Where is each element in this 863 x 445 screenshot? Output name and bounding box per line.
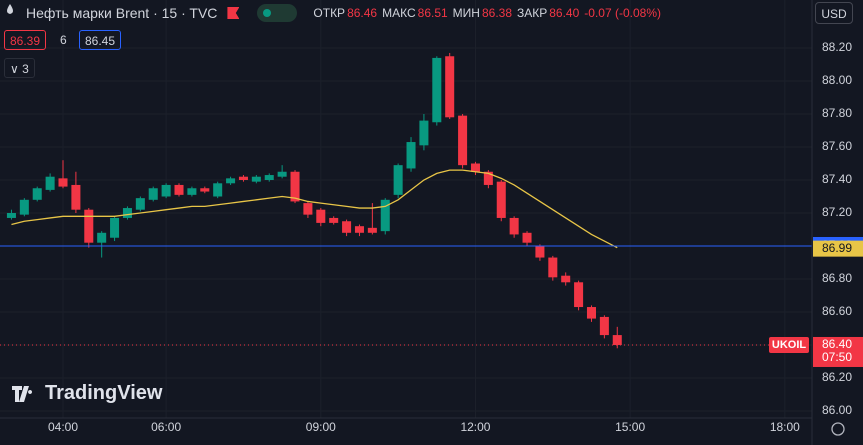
ohlc-value: 86.46	[347, 6, 378, 20]
candle-body	[496, 181, 506, 218]
candle-body	[316, 209, 326, 223]
candle-body	[509, 217, 519, 235]
indicators-toggle[interactable]: ∨ 3	[4, 58, 35, 78]
moving-average	[11, 169, 618, 249]
candle-body	[71, 184, 81, 210]
candle-body	[290, 171, 300, 202]
x-tick-label: 12:00	[460, 420, 490, 434]
candle-body	[161, 184, 171, 197]
currency[interactable]: USD	[815, 2, 853, 24]
candle-body	[599, 316, 609, 336]
candle-body	[380, 199, 390, 232]
ma-badge	[813, 240, 863, 257]
candle-body	[251, 176, 261, 182]
candle-body	[238, 176, 248, 180]
ohlc-label: МИН	[452, 6, 480, 20]
settings-icon[interactable]	[831, 422, 845, 436]
ohlc-label: МАКС	[382, 6, 416, 20]
ohlc-value: 86.38	[481, 6, 512, 20]
countdown: 07:50	[822, 350, 852, 364]
ohlc-label: ОТКР	[313, 6, 346, 20]
candle-body	[187, 188, 197, 195]
candle-body	[277, 171, 287, 177]
candle-body	[470, 163, 480, 172]
header: Нефть марки Brent · 15 · TVC ОТКР 86.46 М…	[0, 0, 661, 26]
y-tick-label: 87.60	[822, 139, 852, 153]
last-price-badge	[813, 336, 863, 367]
symbol-badge	[769, 336, 809, 353]
symbol-label: UKOIL	[772, 339, 807, 351]
candle-body	[226, 178, 236, 184]
candle-body	[354, 226, 364, 233]
y-tick-label: 87.40	[822, 172, 852, 186]
ma-label: 86.99	[822, 241, 852, 255]
candle-body	[19, 199, 29, 215]
candle-body	[213, 183, 223, 197]
drop-icon	[7, 4, 13, 14]
status-pill[interactable]	[257, 4, 298, 22]
candle-body	[264, 175, 274, 180]
candle-body	[522, 232, 532, 243]
candle-body	[45, 176, 55, 190]
candle-body	[58, 178, 68, 187]
x-tick-label: 04:00	[48, 420, 78, 434]
candle-body	[135, 198, 145, 210]
y-tick-label: 87.80	[822, 106, 852, 120]
indicator-count: 3	[22, 62, 29, 76]
y-tick-label: 86.20	[822, 370, 852, 384]
logo: TradingView	[45, 382, 163, 404]
candle-body	[586, 307, 596, 319]
candle-body	[483, 171, 493, 185]
candle-body	[174, 184, 184, 195]
y-tick-label: 88.20	[822, 40, 852, 54]
candle-body	[445, 56, 455, 118]
y-tick-label: 87.20	[822, 205, 852, 219]
candle-body	[110, 217, 120, 238]
candle-body	[612, 335, 622, 345]
flag-icon[interactable]	[227, 7, 240, 19]
y-tick-label: 86.00	[822, 403, 852, 417]
candle-body	[419, 120, 429, 146]
candle-body	[535, 245, 545, 258]
chart-title: Нефть марки Brent · 15 · TVC	[26, 5, 218, 21]
x-tick-label: 18:00	[770, 420, 800, 434]
candle-body	[432, 57, 442, 123]
candle-body	[342, 221, 352, 233]
y-tick-label: 86.80	[822, 271, 852, 285]
x-tick-label: 09:00	[306, 420, 336, 434]
candle-body	[548, 257, 558, 278]
candle-body	[561, 275, 571, 283]
bid[interactable]: 86.39	[4, 30, 47, 50]
ohlc-value: 86.40	[549, 6, 580, 20]
spread: 6	[60, 33, 67, 47]
x-tick-label: 06:00	[151, 420, 181, 434]
ohlc-value: 86.51	[417, 6, 448, 20]
ask[interactable]: 86.45	[79, 30, 122, 50]
candle-body	[122, 208, 132, 218]
x-tick-label: 15:00	[615, 420, 645, 434]
ohlc-label: ЗАКР	[517, 6, 548, 20]
candle-body	[303, 203, 313, 215]
candle-body	[148, 188, 158, 200]
candle-body	[367, 227, 377, 233]
logo-icon	[12, 386, 33, 402]
candle-body	[84, 209, 94, 243]
candle-body	[32, 188, 42, 200]
candle-body	[97, 232, 107, 243]
candle-body	[329, 217, 339, 223]
y-tick-label: 86.60	[822, 304, 852, 318]
last-price-label: 86.40	[822, 337, 852, 351]
candle-body	[458, 115, 468, 166]
candle-body	[200, 188, 210, 192]
candle-body	[574, 282, 584, 308]
candle-body	[406, 142, 416, 169]
change: -0.07 (-0.08%)	[584, 6, 661, 20]
candle-body	[6, 212, 16, 218]
y-tick-label: 88.00	[822, 73, 852, 87]
candle-body	[393, 165, 403, 195]
